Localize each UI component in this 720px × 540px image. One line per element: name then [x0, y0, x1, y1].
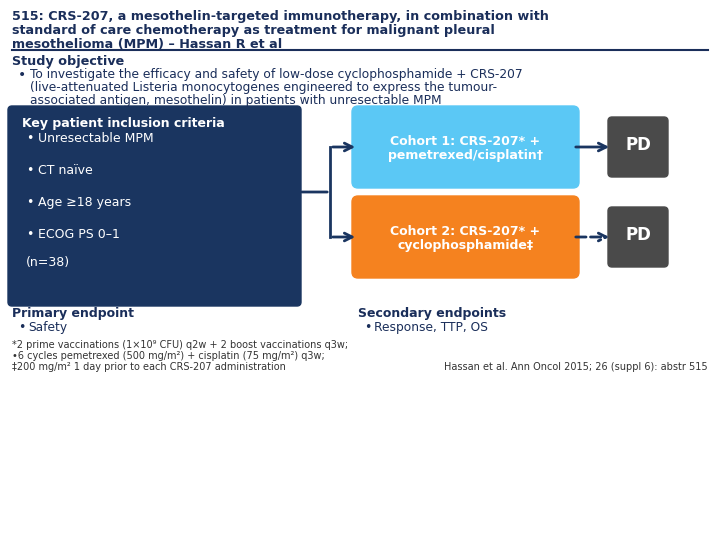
Text: standard of care chemotherapy as treatment for malignant pleural: standard of care chemotherapy as treatme… — [12, 24, 495, 37]
Text: ‡200 mg/m² 1 day prior to each CRS-207 administration: ‡200 mg/m² 1 day prior to each CRS-207 a… — [12, 362, 286, 372]
Text: To investigate the efficacy and safety of low-dose cyclophosphamide + CRS-207: To investigate the efficacy and safety o… — [30, 68, 523, 81]
Text: pemetrexed/cisplatin†: pemetrexed/cisplatin† — [388, 149, 543, 162]
Text: ECOG PS 0–1: ECOG PS 0–1 — [38, 228, 120, 241]
FancyBboxPatch shape — [608, 117, 668, 177]
Text: •: • — [26, 164, 33, 177]
Text: *2 prime vaccinations (1×10⁹ CFU) q2w + 2 boost vaccinations q3w;: *2 prime vaccinations (1×10⁹ CFU) q2w + … — [12, 340, 348, 350]
Text: associated antigen, mesothelin) in patients with unresectable MPM: associated antigen, mesothelin) in patie… — [30, 94, 441, 107]
FancyBboxPatch shape — [352, 106, 579, 188]
Text: Cohort 2: CRS-207* +: Cohort 2: CRS-207* + — [390, 225, 541, 238]
Text: Hassan et al. Ann Oncol 2015; 26 (suppl 6): abstr 515: Hassan et al. Ann Oncol 2015; 26 (suppl … — [444, 362, 708, 372]
Text: •6 cycles pemetrexed (500 mg/m²) + cisplatin (75 mg/m²) q3w;: •6 cycles pemetrexed (500 mg/m²) + cispl… — [12, 351, 325, 361]
Text: •: • — [26, 196, 33, 209]
Text: Age ≥18 years: Age ≥18 years — [38, 196, 131, 209]
Text: Safety: Safety — [28, 321, 67, 334]
Text: •: • — [18, 321, 25, 334]
Text: Primary endpoint: Primary endpoint — [12, 307, 134, 320]
Text: •: • — [364, 321, 372, 334]
Text: CT naïve: CT naïve — [38, 164, 93, 177]
Text: Unresectable MPM: Unresectable MPM — [38, 132, 153, 145]
Text: •: • — [18, 68, 26, 82]
Text: mesothelioma (MPM) – Hassan R et al: mesothelioma (MPM) – Hassan R et al — [12, 38, 282, 51]
Text: PD: PD — [625, 136, 651, 154]
Text: •: • — [26, 228, 33, 241]
Text: •: • — [26, 132, 33, 145]
Text: cyclophosphamide‡: cyclophosphamide‡ — [397, 239, 534, 252]
Text: Study objective: Study objective — [12, 55, 125, 68]
Text: (live-attenuated Listeria monocytogenes engineered to express the tumour-: (live-attenuated Listeria monocytogenes … — [30, 81, 497, 94]
Text: Secondary endpoints: Secondary endpoints — [358, 307, 506, 320]
Text: Cohort 1: CRS-207* +: Cohort 1: CRS-207* + — [390, 135, 541, 148]
FancyBboxPatch shape — [608, 207, 668, 267]
Text: (n=38): (n=38) — [26, 256, 70, 269]
Text: Response, TTP, OS: Response, TTP, OS — [374, 321, 488, 334]
Text: 515: CRS-207, a mesothelin-targeted immunotherapy, in combination with: 515: CRS-207, a mesothelin-targeted immu… — [12, 10, 549, 23]
FancyBboxPatch shape — [352, 196, 579, 278]
Text: PD: PD — [625, 226, 651, 244]
FancyBboxPatch shape — [8, 106, 301, 306]
Text: Key patient inclusion criteria: Key patient inclusion criteria — [22, 117, 225, 130]
